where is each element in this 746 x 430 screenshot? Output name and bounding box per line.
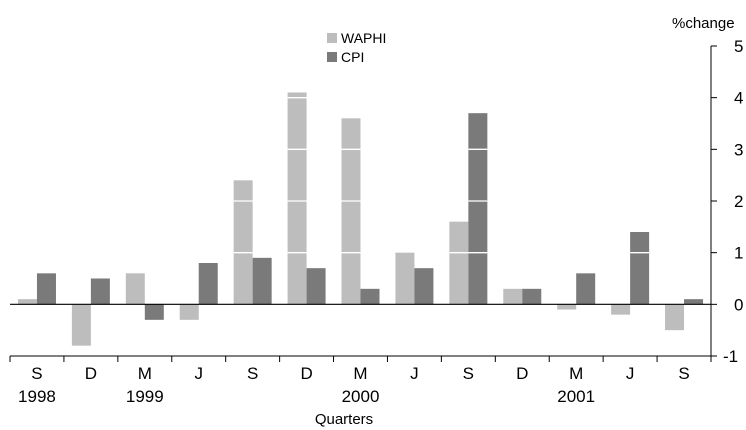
y-axis-ticks: -1 0 1 2 3 4 5	[711, 37, 743, 366]
cpi-bar-1	[90, 278, 110, 305]
cpi-bar-6	[360, 288, 380, 305]
x-tick-label: J	[626, 364, 635, 383]
x-tick-label: J	[410, 364, 419, 383]
y-tick-label: 1	[734, 244, 743, 263]
x-tick-label: S	[463, 364, 474, 383]
waphi-bar-10	[557, 304, 577, 310]
x-tick-label: M	[138, 364, 152, 383]
waphi-bar-4	[233, 180, 253, 305]
bars-layer	[17, 92, 704, 346]
x-tick-label: D	[85, 364, 97, 383]
x-year-label: 2000	[342, 387, 380, 406]
x-tick-label: J	[194, 364, 203, 383]
waphi-bar-1	[71, 304, 91, 346]
cpi-bar-3	[198, 263, 218, 305]
x-year-label: 2001	[557, 387, 595, 406]
cpi-bar-8	[468, 113, 488, 305]
waphi-bar-9	[503, 288, 523, 305]
cpi-bar-0	[36, 273, 56, 305]
cpi-bar-12	[684, 299, 704, 305]
x-tick-label: S	[247, 364, 258, 383]
cpi-bar-2	[144, 304, 164, 320]
y-tick-label: 5	[734, 37, 743, 56]
waphi-bar-5	[287, 92, 307, 305]
waphi-bar-11	[611, 304, 631, 315]
legend-label: CPI	[341, 49, 364, 65]
cpi-bar-9	[522, 288, 542, 305]
x-tick-label: S	[678, 364, 689, 383]
y-axis-title: %change	[672, 15, 735, 32]
x-tick-label: M	[353, 364, 367, 383]
cpi-bar-4	[252, 257, 272, 305]
x-tick-label: M	[569, 364, 583, 383]
x-tick-label: D	[300, 364, 312, 383]
waphi-bar-8	[449, 221, 469, 305]
x-year-label: 1999	[126, 387, 164, 406]
bar-gridlines	[233, 97, 650, 254]
waphi-bar-3	[179, 304, 199, 320]
y-tick-label: 4	[734, 89, 743, 108]
x-axis-title: Quarters	[315, 411, 373, 428]
y-tick-label: 2	[734, 192, 743, 211]
cpi-bar-10	[576, 273, 596, 305]
x-axis-ticks: S D M J S D M J S D M J S 1998 1999 2000 2001	[9, 356, 712, 406]
waphi-bar-2	[125, 273, 145, 305]
cpi-bar-7	[414, 268, 434, 305]
cpi-bar-5	[306, 268, 326, 305]
y-tick-label: -1	[723, 347, 738, 366]
waphi-bar-12	[665, 304, 685, 331]
legend-swatch	[327, 33, 337, 43]
x-tick-label: S	[31, 364, 42, 383]
legend: WAPHI CPI	[327, 30, 386, 65]
x-tick-label: D	[516, 364, 528, 383]
x-year-label: 1998	[18, 387, 56, 406]
waphi-bar-7	[395, 252, 415, 305]
waphi-bar-6	[341, 118, 361, 305]
waphi-bar-0	[17, 299, 37, 305]
cpi-bar-11	[630, 232, 650, 305]
y-tick-label: 0	[734, 295, 743, 314]
y-tick-label: 3	[734, 140, 743, 159]
legend-label: WAPHI	[341, 30, 386, 46]
legend-swatch	[327, 52, 337, 62]
